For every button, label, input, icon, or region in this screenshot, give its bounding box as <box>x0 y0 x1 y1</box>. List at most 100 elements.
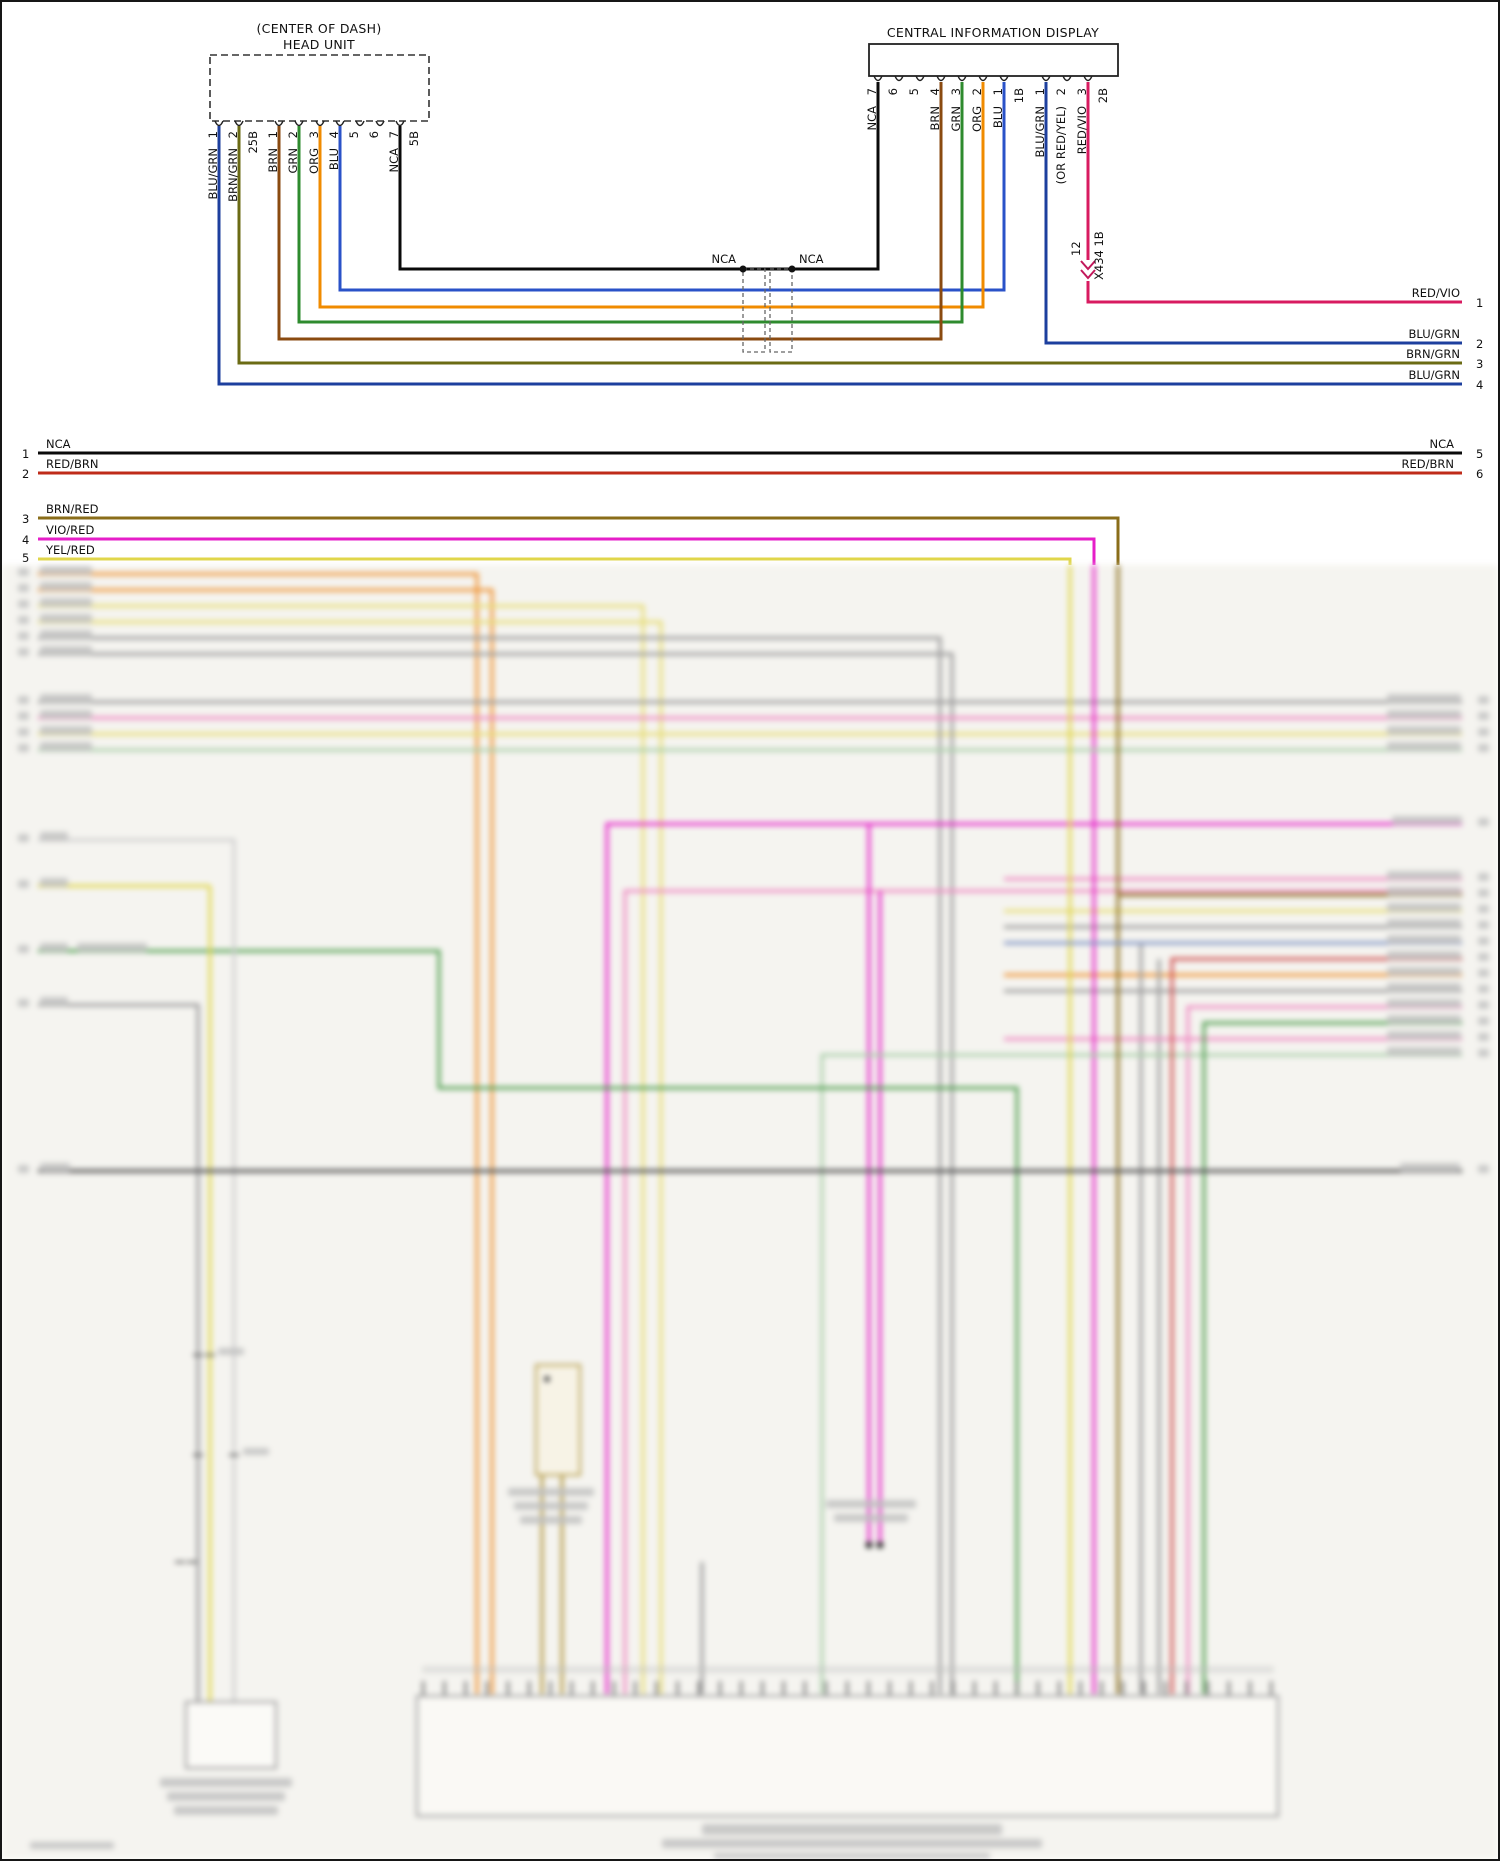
pin-number: 2 <box>226 131 240 138</box>
wire-label: BLU/GRN <box>206 148 220 200</box>
inline-connector-id: X434 1B <box>1092 231 1106 280</box>
pin-number: 1 <box>266 131 280 138</box>
blurred-amplifier-box <box>416 1695 1279 1817</box>
pin-number: 6 <box>886 88 900 95</box>
wire-red-vio <box>1086 82 1462 304</box>
wire-label: NCA <box>46 437 71 451</box>
blurred-label-smudges <box>18 566 1489 1859</box>
nca-splice-label-right: NCA <box>799 252 824 266</box>
head-unit-pin-sockets <box>214 120 405 127</box>
wire-number: 6 <box>1476 467 1483 481</box>
connector-id: 2B <box>1096 88 1110 103</box>
head-unit-box <box>209 54 430 122</box>
wire-label: ORG <box>307 148 321 174</box>
wire-label: GRN <box>286 148 300 174</box>
wire-number: 5 <box>22 551 29 565</box>
inline-connector-symbol <box>1080 260 1096 280</box>
wire-number: 1 <box>1476 296 1483 310</box>
wire-label: GRN <box>949 106 963 132</box>
connector-id: 5B <box>407 131 421 146</box>
connector-id: 1B <box>1012 88 1026 103</box>
blurred-wire-group <box>38 565 1462 1702</box>
blurred-wire-magenta <box>605 565 1462 1694</box>
blurred-wire-pink <box>38 716 1462 1694</box>
wire-label: ORG <box>970 106 984 132</box>
blurred-diagram-region <box>2 565 1498 1859</box>
pin-number: 4 <box>327 131 341 138</box>
blurred-component-box-mid <box>535 1364 581 1476</box>
blurred-junction-dot <box>876 1541 884 1549</box>
blurred-wire-gray <box>38 636 1462 1702</box>
blurred-wires-layer <box>18 565 1489 1859</box>
wire-label: BLU/GRN <box>1408 368 1460 382</box>
blurred-wire-pale-yellow <box>38 604 1462 1694</box>
wire-label: RED/BRN <box>46 457 98 471</box>
splice-dot <box>739 265 747 273</box>
bus-wire-labels-left: 1 NCA 2 RED/BRN 3 BRN/RED 4 VIO/RED 5 YE… <box>22 437 99 565</box>
bus-wire-labels-right: NCA 5 RED/BRN 6 <box>1402 437 1484 481</box>
pin-number: 1 <box>206 131 220 138</box>
wire-label: NCA <box>1430 437 1455 451</box>
wire-label: RED/VIO <box>1412 286 1460 300</box>
pin-number: 3 <box>1075 88 1089 95</box>
wire-yel-red-bus <box>38 557 1072 565</box>
blurred-component-box-left <box>185 1701 277 1769</box>
wire-label: NCA <box>865 106 879 131</box>
wire-label: BRN/GRN <box>226 148 240 202</box>
pin-number: 2 <box>1054 88 1068 95</box>
inline-connector-x434: 12 X434 1B <box>1069 231 1106 280</box>
wire-grn <box>297 82 964 324</box>
blurred-wire-pale-green <box>38 748 1462 1694</box>
wire-label: BLU <box>991 106 1005 128</box>
wire-label: BLU/GRN <box>1408 327 1460 341</box>
pin-number: 7 <box>387 131 401 138</box>
blurred-junction-dot <box>544 1376 550 1382</box>
pin-number: 4 <box>928 88 942 95</box>
wire-label: BRN/GRN <box>1406 347 1460 361</box>
blurred-wire-olive <box>540 1475 564 1694</box>
wire-label: BRN <box>266 148 280 172</box>
splice-dot <box>788 265 796 273</box>
blurred-wire-yellow <box>38 565 1072 1702</box>
blurred-wire-green <box>38 949 1462 1694</box>
nca-splice-label-left: NCA <box>712 252 737 266</box>
right-edge-wire-labels: RED/VIO 1 BLU/GRN 2 BRN/GRN 3 BLU/GRN 4 <box>1406 286 1483 392</box>
pin-number: 3 <box>307 131 321 138</box>
wire-label: BLU <box>327 148 341 170</box>
pin-number: 1 <box>991 88 1005 95</box>
wire-blu <box>338 82 1006 292</box>
wire-org <box>318 82 985 309</box>
connector-id: 25B <box>246 131 260 154</box>
pin-number: 3 <box>949 88 963 95</box>
cid-title: CENTRAL INFORMATION DISPLAY <box>887 25 1099 40</box>
wire-label: RED/VIO <box>1075 106 1089 154</box>
wire-number: 3 <box>1476 357 1483 371</box>
wire-number: 3 <box>22 512 29 526</box>
pin-number: 6 <box>367 131 381 138</box>
wire-number: 1 <box>22 447 29 461</box>
cid-box <box>868 43 1119 77</box>
wire-blu-grn-2 <box>1044 82 1462 345</box>
wire-label: BRN/RED <box>46 502 99 516</box>
wire-label: (OR RED/YEL) <box>1054 106 1068 184</box>
wire-number: 2 <box>22 467 29 481</box>
shield-box <box>742 268 766 353</box>
inline-connector-pin: 12 <box>1069 241 1083 256</box>
central-information-display-connector: CENTRAL INFORMATION DISPLAY 7 6 5 4 3 2 … <box>865 25 1119 184</box>
head-unit-location-label: (CENTER OF DASH) <box>256 21 381 36</box>
cid-pin-sockets <box>873 75 1093 82</box>
pin-number: 2 <box>286 131 300 138</box>
wire-brn <box>277 82 943 341</box>
wire-label: VIO/RED <box>46 523 94 537</box>
wire-number: 2 <box>1476 337 1483 351</box>
wire-label: NCA <box>387 148 401 173</box>
wire-brn-grn <box>237 126 1462 365</box>
wire-blu-grn-4 <box>217 126 1462 386</box>
wire-number: 4 <box>22 533 29 547</box>
pin-number: 7 <box>865 88 879 95</box>
head-unit-title: HEAD UNIT <box>283 37 355 52</box>
wire-harness <box>38 82 1462 565</box>
pin-number: 5 <box>347 131 361 138</box>
pin-number: 2 <box>970 88 984 95</box>
